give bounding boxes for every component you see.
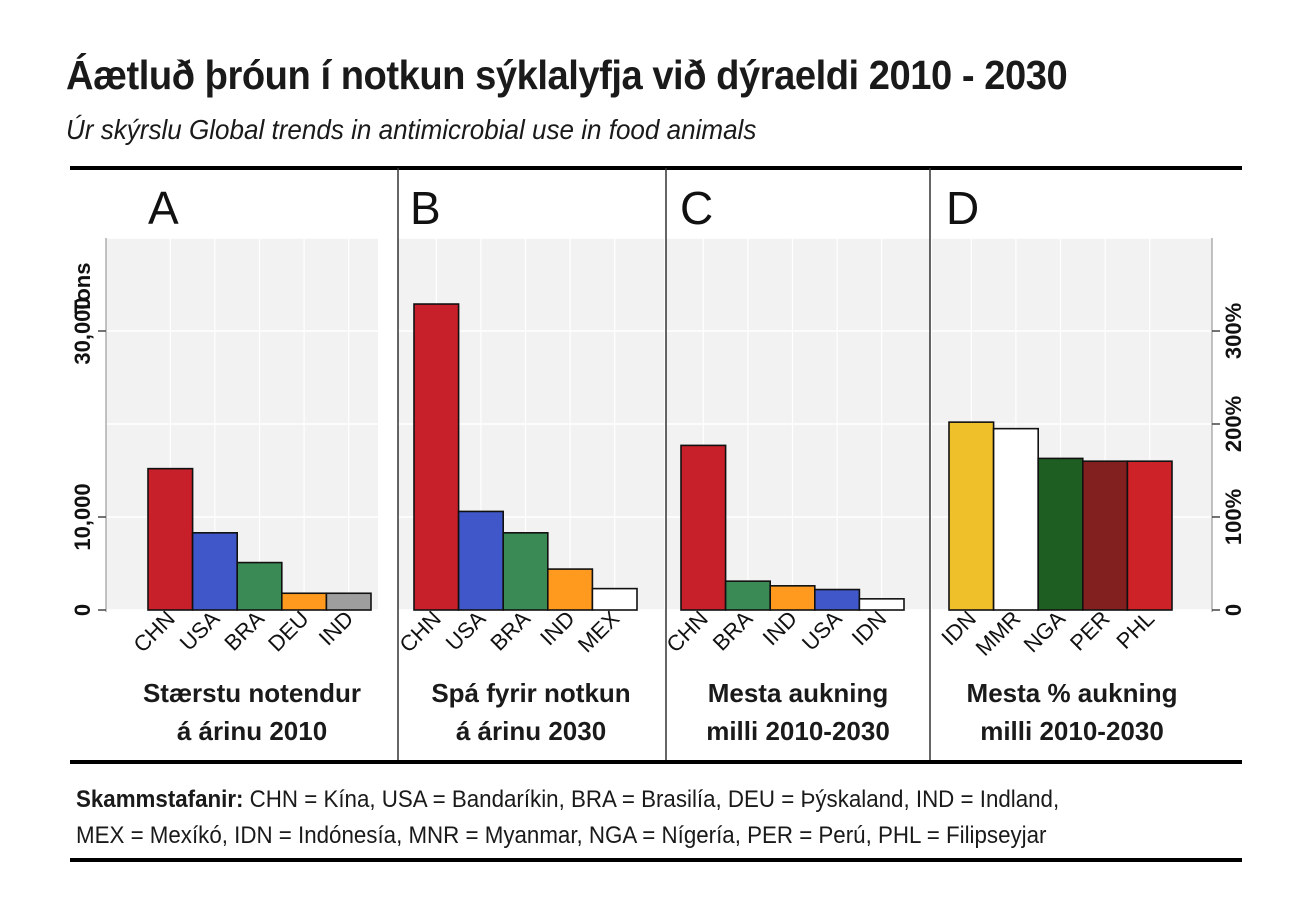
bar-a-usa: [191, 532, 239, 611]
chart-title: Áætluð þróun í notkun sýklalyfja við dýr…: [66, 52, 1068, 98]
bar-a-deu: [280, 592, 328, 611]
bar-d-per: [1082, 460, 1129, 611]
bar-a-bra: [236, 561, 283, 611]
panel-caption-b: Spá fyrir notkun: [431, 678, 630, 708]
category-label-b-bra: BRA: [485, 606, 535, 656]
panel-caption-a: Stærstu notendur: [143, 678, 361, 708]
bar-c-ind: [769, 585, 816, 611]
left-axis-tick-label: 0: [70, 604, 95, 616]
panel-letter-a: A: [148, 182, 179, 234]
abbreviation-footnote: Skammstafanir: CHN = Kína, USA = Bandarí…: [76, 782, 1059, 854]
right-axis-tick-label: 100%: [1221, 489, 1246, 545]
bar-c-idn: [858, 598, 905, 611]
left-axis-tick-label: 10,000: [70, 483, 95, 550]
category-label-b-usa: USA: [441, 606, 491, 656]
panel-caption-a: á árinu 2010: [177, 716, 327, 746]
chart-subtitle: Úr skýrslu Global trends in antimicrobia…: [66, 114, 757, 145]
right-axis-tick-label: 0: [1221, 604, 1246, 616]
top-rule: [70, 166, 1242, 170]
category-label-d-phl: PHL: [1111, 606, 1159, 654]
category-label-c-ind: IND: [758, 606, 802, 650]
bar-d-phl: [1126, 460, 1173, 611]
right-axis-tick-label: 200%: [1221, 396, 1246, 452]
category-label-c-bra: BRA: [708, 606, 758, 656]
left-axis-tick-label: 30,000: [70, 297, 95, 364]
category-label-b-mex: MEX: [573, 606, 625, 658]
panel-letter-c: C: [680, 182, 713, 234]
category-label-d-nga: NGA: [1019, 606, 1071, 658]
bar-c-bra: [724, 580, 771, 611]
category-label-c-usa: USA: [797, 606, 847, 656]
bar-d-mmr: [992, 427, 1039, 611]
category-label-b-ind: IND: [535, 606, 579, 650]
category-label-a-chn: CHN: [128, 606, 179, 657]
bar-d-nga: [1037, 457, 1084, 611]
bar-b-ind: [546, 568, 594, 611]
bottom-rule: [70, 760, 1242, 764]
category-label-a-deu: DEU: [263, 606, 314, 657]
bar-b-mex: [591, 587, 638, 611]
right-axis-tick-label: 300%: [1221, 303, 1246, 359]
category-label-b-chn: CHN: [394, 606, 445, 657]
bar-b-chn: [413, 303, 460, 611]
footer-rule: [70, 858, 1242, 862]
bar-a-ind: [325, 592, 372, 611]
footnote-line-1: Skammstafanir: CHN = Kína, USA = Bandarí…: [76, 782, 1059, 818]
category-label-a-ind: IND: [314, 606, 358, 650]
panel-caption-c: Mesta aukning: [708, 678, 889, 708]
bar-c-chn: [680, 444, 727, 611]
panel-caption-c: milli 2010-2030: [706, 716, 890, 746]
footnote-text-1: CHN = Kína, USA = Bandaríkin, BRA = Bras…: [243, 786, 1060, 813]
left-axis-title: Tons: [70, 263, 95, 314]
category-label-d-mmr: MMR: [971, 606, 1026, 661]
panel-letter-b: B: [410, 182, 441, 234]
bar-b-bra: [502, 532, 549, 611]
category-label-a-usa: USA: [175, 606, 225, 656]
panel-caption-b: á árinu 2030: [456, 716, 606, 746]
category-label-d-per: PER: [1065, 606, 1115, 656]
bar-a-chn: [147, 467, 194, 611]
footnote-line-2: MEX = Mexíkó, IDN = Indónesía, MNR = Mya…: [76, 822, 1047, 849]
footnote-label: Skammstafanir:: [76, 786, 244, 813]
category-label-a-bra: BRA: [219, 606, 269, 656]
panel-caption-d: Mesta % aukning: [967, 678, 1178, 708]
bar-c-usa: [813, 588, 861, 611]
category-label-c-idn: IDN: [847, 606, 891, 650]
bar-b-usa: [457, 510, 505, 611]
panel-caption-d: milli 2010-2030: [980, 716, 1164, 746]
category-label-c-chn: CHN: [661, 606, 712, 657]
bar-d-idn: [948, 421, 995, 611]
panel-letter-d: D: [946, 182, 979, 234]
